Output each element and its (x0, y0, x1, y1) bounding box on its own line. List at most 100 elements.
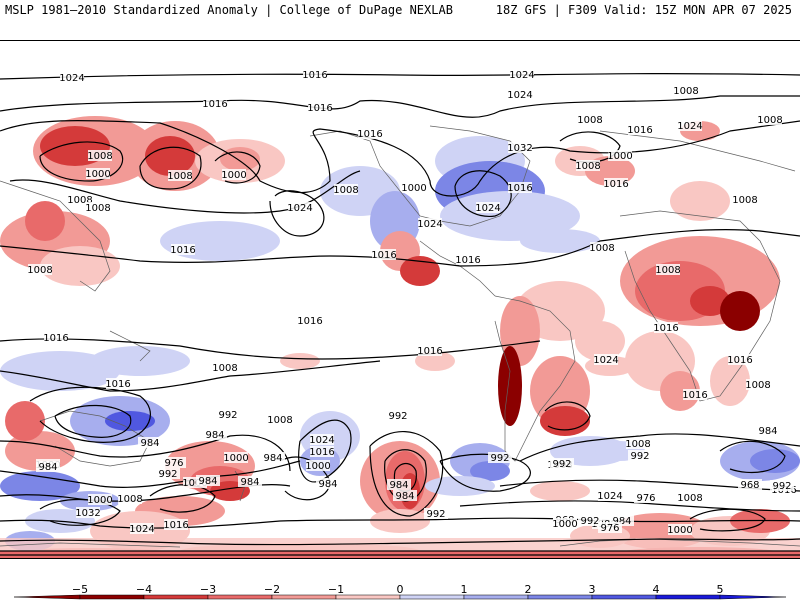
isobar-label-bg (88, 494, 112, 505)
isobar-label-bg (418, 345, 442, 356)
isobar-label: 1016 (727, 355, 752, 366)
isobar-label-bg (628, 450, 652, 461)
anomaly-area (720, 291, 760, 331)
isobar-line (0, 229, 800, 267)
anomaly-area (470, 461, 510, 481)
isobar-label: 1000 (667, 525, 692, 536)
isobar-label: 976 (636, 493, 655, 504)
anomaly-map: 1024 1016 1024 1024 1008 1016 1016 1016 1008 1008… (0, 41, 800, 558)
colorbar-tick-label: −2 (264, 585, 280, 596)
isobar-label-bg (310, 446, 334, 457)
isobar-label: 1016 (170, 245, 195, 256)
colorbar-segment (527, 594, 593, 600)
map-panel: 1024 1016 1024 1024 1008 1016 1016 1016 1008 1008… (0, 40, 800, 559)
isobar-label-bg (138, 437, 162, 448)
isobar-label-bg (164, 519, 188, 530)
isobar-label: 1000 (182, 478, 207, 489)
coastline (0, 542, 181, 548)
isobar-label-bg (626, 438, 650, 449)
isobar-label: 1008 (333, 185, 358, 196)
isobar-label-bg (553, 518, 577, 529)
isobar-label: 1000 (401, 183, 426, 194)
isobar-label: 1024 (507, 90, 532, 101)
colorbar-segment (79, 594, 145, 600)
isobar-label: 1000 (223, 453, 248, 464)
isobar-label-bg (171, 244, 195, 255)
isobar-label-bg (628, 124, 652, 135)
isobar-label: 1024 (287, 203, 312, 214)
isobar-label: 1008 (589, 243, 614, 254)
isobar-label: 1016 (357, 129, 382, 140)
colorbar-segment (463, 594, 529, 600)
isobar-line (29, 386, 151, 443)
isobar-label: 1016 (627, 125, 652, 136)
colorbar-tick-label: 4 (653, 585, 660, 596)
isobar-line (519, 433, 800, 462)
anomaly-area (425, 476, 495, 496)
coastline (559, 538, 800, 547)
colorbar-tick-label: 5 (717, 585, 724, 596)
colorbar-segment (143, 594, 209, 600)
isobars (0, 73, 800, 556)
isobar-label: 1008 (167, 171, 192, 182)
isobar-label-bg (746, 379, 770, 390)
isobar-line (719, 440, 786, 474)
isobar-label-bg (674, 85, 698, 96)
anomaly-area (440, 191, 580, 241)
colorbar-segment (591, 594, 657, 600)
isobar-label-bg (654, 322, 678, 333)
isobar-label: 976 (600, 523, 619, 534)
isobar-label: 984 (318, 479, 337, 490)
isobar-label-bg (288, 202, 312, 213)
isobar-label-bg (508, 182, 532, 193)
isobar-label-bg (268, 414, 292, 425)
isobar-label: 1008 (745, 380, 770, 391)
isobar-line (0, 119, 800, 197)
isobar-label-bg (203, 429, 227, 440)
colorbar-min-arrow (13, 594, 81, 600)
isobar-label-bg (86, 168, 110, 179)
isobar-label: 984 (198, 476, 217, 487)
isobar-label-bg (683, 389, 707, 400)
anomaly-area (670, 181, 730, 221)
isobar-label-bg (86, 202, 110, 213)
colorbar-tick-label: 1 (461, 585, 468, 596)
isobar-label: 1008 (757, 115, 782, 126)
colorbar-max-arrow (719, 594, 787, 600)
isobar-label-bg (634, 492, 658, 503)
anomaly-area (540, 406, 590, 436)
coastline (109, 330, 151, 362)
isobar-label-bg (728, 354, 752, 365)
isobar-label: 984 (205, 430, 224, 441)
isobar-label-bg (216, 409, 240, 420)
isobar-label: 992 (218, 410, 237, 421)
isobar-label-bg (213, 362, 237, 373)
isobar-line (439, 453, 531, 492)
isobar-label-bg (476, 202, 500, 213)
anomaly-area (498, 346, 522, 426)
isobar-label-bg (668, 524, 692, 535)
isobar-label: 1016 (507, 183, 532, 194)
isobar-label-bg (456, 254, 480, 265)
isobar-label-bg (238, 476, 262, 487)
isobar-label: 1024 (677, 121, 702, 132)
isobar-label: 992 (158, 469, 177, 480)
isobar-label-bg (678, 492, 702, 503)
isobar-label: 1016 (455, 255, 480, 266)
isobar-label-bg (418, 218, 442, 229)
isobar-label: 1016 (202, 99, 227, 110)
isobar-label-bg (358, 128, 382, 139)
isobar-label-bg (298, 315, 322, 326)
map-title: MSLP 1981–2010 Standardized Anomaly | Co… (5, 3, 453, 17)
isobar-label-bg (656, 264, 680, 275)
isobar-label: 1016 (43, 333, 68, 344)
isobar-line (369, 431, 444, 517)
model-run-info: 18Z GFS | F309 Valid: 15Z MON APR 07 202… (495, 3, 792, 17)
isobar-label-bg (387, 479, 411, 490)
isobar-label: 984 (395, 491, 414, 502)
isobar-label-bg (598, 522, 622, 533)
isobar-label-bg (76, 507, 100, 518)
isobar-labels: 1024 1016 1024 1024 1008 1016 1016 1016 1008 1008… (27, 69, 797, 536)
isobar-label: 1008 (575, 161, 600, 172)
isobar-label: 1016 (297, 316, 322, 327)
